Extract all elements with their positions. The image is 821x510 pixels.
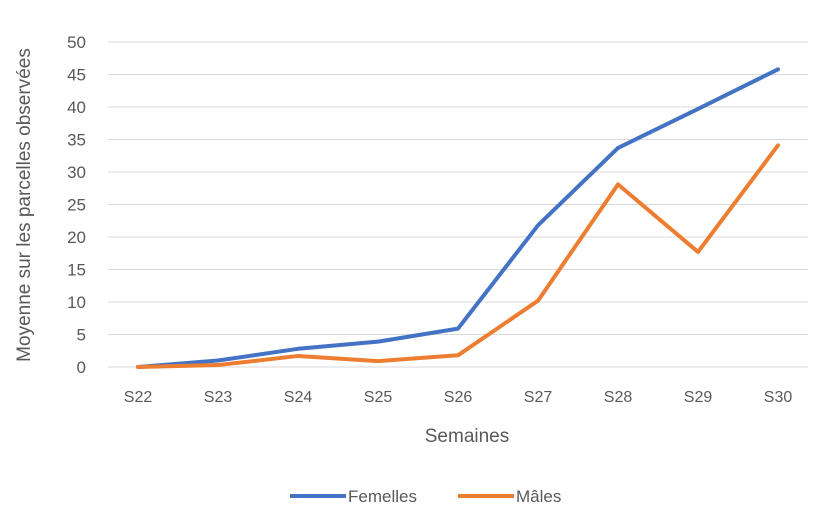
legend-label-1: Mâles [516, 487, 561, 506]
data-point [537, 300, 539, 302]
y-tick-label: 35 [67, 131, 86, 150]
data-point [697, 108, 699, 110]
data-point [777, 68, 779, 70]
data-point [137, 366, 139, 368]
data-point [457, 354, 459, 356]
y-axis-ticks: 0 5 10 15 20 25 30 35 40 45 50 [67, 33, 86, 377]
y-tick-label: 20 [67, 228, 86, 247]
legend: Femelles Mâles [290, 487, 561, 506]
x-axis-title: Semaines [425, 426, 510, 447]
x-tick-label: S29 [684, 389, 713, 406]
data-point [617, 147, 619, 149]
x-tick-label: S27 [524, 389, 553, 406]
gridlines [108, 41, 808, 368]
data-point [297, 348, 299, 350]
x-axis-ticks: S22 S23 S24 S25 S26 S27 S28 S29 S30 [124, 389, 793, 406]
data-point [377, 360, 379, 362]
y-axis-title: Moyenne sur les parcelles observées [14, 48, 35, 362]
series-lines [136, 67, 780, 369]
x-tick-label: S30 [764, 389, 793, 406]
data-point [217, 364, 219, 366]
y-tick-label: 40 [67, 98, 86, 117]
y-tick-label: 25 [67, 196, 86, 215]
data-point [697, 251, 699, 253]
data-point [297, 355, 299, 357]
data-point [377, 341, 379, 343]
data-point [617, 183, 619, 185]
x-tick-label: S28 [604, 389, 633, 406]
y-tick-label: 15 [67, 261, 86, 280]
y-tick-label: 30 [67, 163, 86, 182]
y-tick-label: 45 [67, 66, 86, 85]
series-line-0 [136, 67, 780, 369]
x-tick-label: S26 [444, 389, 473, 406]
series-line-1 [136, 143, 780, 369]
x-tick-label: S25 [364, 389, 393, 406]
y-tick-label: 10 [67, 293, 86, 312]
y-tick-label: 5 [77, 326, 86, 345]
y-tick-label: 0 [77, 358, 86, 377]
x-tick-label: S23 [204, 389, 233, 406]
x-tick-label: S22 [124, 389, 153, 406]
data-point [777, 144, 779, 146]
legend-label-0: Femelles [348, 487, 417, 506]
x-tick-label: S24 [284, 389, 313, 406]
y-tick-label: 50 [67, 33, 86, 52]
data-point [537, 224, 539, 226]
data-point [217, 360, 219, 361]
data-point [457, 328, 459, 330]
